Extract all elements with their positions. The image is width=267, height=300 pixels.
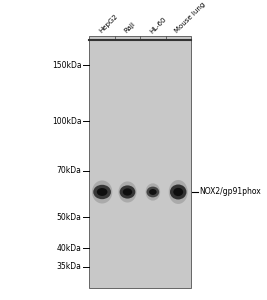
Text: 35kDa: 35kDa: [57, 262, 81, 271]
Text: HepG2: HepG2: [98, 14, 119, 34]
Text: 40kDa: 40kDa: [57, 244, 81, 253]
Text: 70kDa: 70kDa: [57, 166, 81, 175]
Ellipse shape: [92, 181, 112, 203]
Text: 100kDa: 100kDa: [52, 117, 81, 126]
Ellipse shape: [146, 183, 160, 201]
Ellipse shape: [123, 188, 132, 196]
Text: 150kDa: 150kDa: [52, 61, 81, 70]
Bar: [89, 36, 191, 288]
Ellipse shape: [97, 188, 107, 196]
Text: NOX2/gp91phox: NOX2/gp91phox: [199, 188, 261, 196]
Ellipse shape: [93, 185, 111, 199]
Text: Mouse lung: Mouse lung: [174, 2, 207, 34]
Text: Raji: Raji: [123, 21, 137, 34]
Ellipse shape: [147, 187, 159, 197]
Text: 50kDa: 50kDa: [57, 213, 81, 222]
Text: HL-60: HL-60: [149, 16, 167, 34]
Ellipse shape: [169, 180, 188, 204]
Ellipse shape: [120, 185, 135, 199]
Ellipse shape: [170, 184, 186, 200]
Ellipse shape: [173, 188, 183, 196]
Ellipse shape: [149, 189, 157, 195]
Ellipse shape: [119, 182, 136, 203]
